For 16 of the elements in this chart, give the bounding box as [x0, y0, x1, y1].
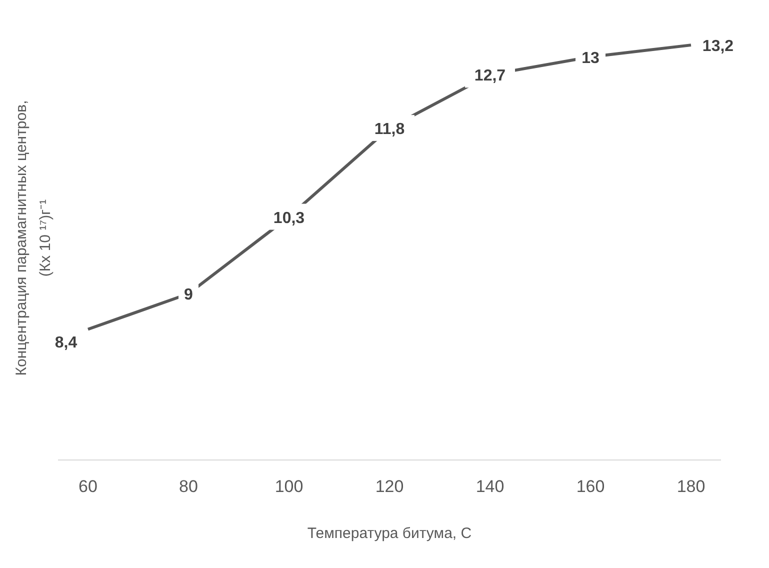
- y-axis-title: Концентрация парамагнитных центров, (Кх 10 ¹⁷)г⁻¹: [13, 100, 54, 376]
- data-label: 12,7: [474, 68, 506, 85]
- data-label: 13: [582, 50, 600, 67]
- x-axis-title: Температура битума, С: [307, 525, 472, 542]
- x-tick-label: 180: [676, 477, 706, 496]
- x-tick-label: 100: [274, 477, 304, 496]
- data-label: 13,2: [702, 38, 734, 56]
- x-tick-label: 120: [375, 477, 404, 496]
- data-label: 8,4: [54, 334, 78, 352]
- x-tick-label: 60: [78, 477, 98, 496]
- x-tick-label: 160: [576, 477, 605, 496]
- x-tick-label: 80: [179, 477, 198, 496]
- data-label: 10,3: [273, 210, 305, 227]
- data-label: 11,8: [374, 120, 405, 138]
- x-tick-label: 140: [476, 477, 504, 496]
- data-label: 9: [184, 286, 194, 304]
